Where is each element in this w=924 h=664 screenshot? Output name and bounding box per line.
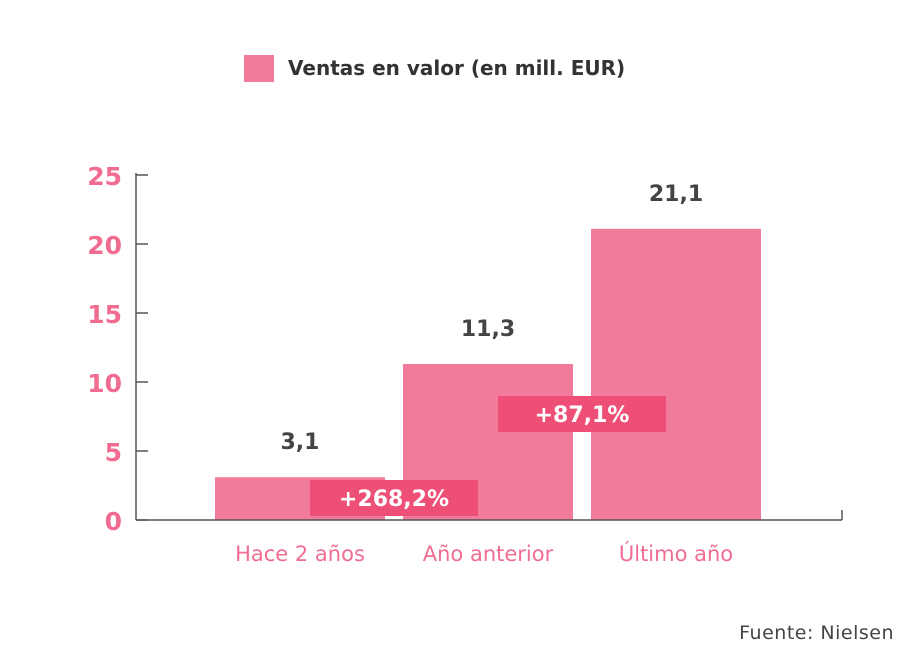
bar-2 — [591, 228, 761, 520]
category-label-1: Año anterior — [423, 542, 554, 566]
y-tick-label-2: 10 — [87, 369, 122, 398]
source-note: Fuente: Nielsen — [739, 622, 894, 644]
category-label-2: Último año — [619, 541, 733, 566]
growth-label-0: +268,2% — [339, 487, 449, 512]
y-tick-label-0: 0 — [105, 507, 122, 536]
growth-box-0 — [310, 480, 478, 516]
legend-label: Ventas en valor (en mill. EUR) — [288, 56, 626, 80]
y-tick-label-4: 20 — [87, 231, 122, 260]
value-label-2: 21,1 — [649, 182, 703, 207]
y-tick-label-3: 15 — [87, 300, 122, 329]
y-tick-label-1: 5 — [105, 438, 122, 467]
value-label-1: 11,3 — [461, 317, 515, 342]
y-tick-label-5: 25 — [87, 162, 122, 191]
legend: Ventas en valor (en mill. EUR) — [244, 54, 625, 82]
category-label-0: Hace 2 años — [235, 542, 365, 566]
value-label-0: 3,1 — [281, 430, 320, 455]
growth-box-1 — [498, 396, 666, 432]
growth-label-1: +87,1% — [535, 403, 630, 428]
legend-swatch — [244, 54, 274, 82]
